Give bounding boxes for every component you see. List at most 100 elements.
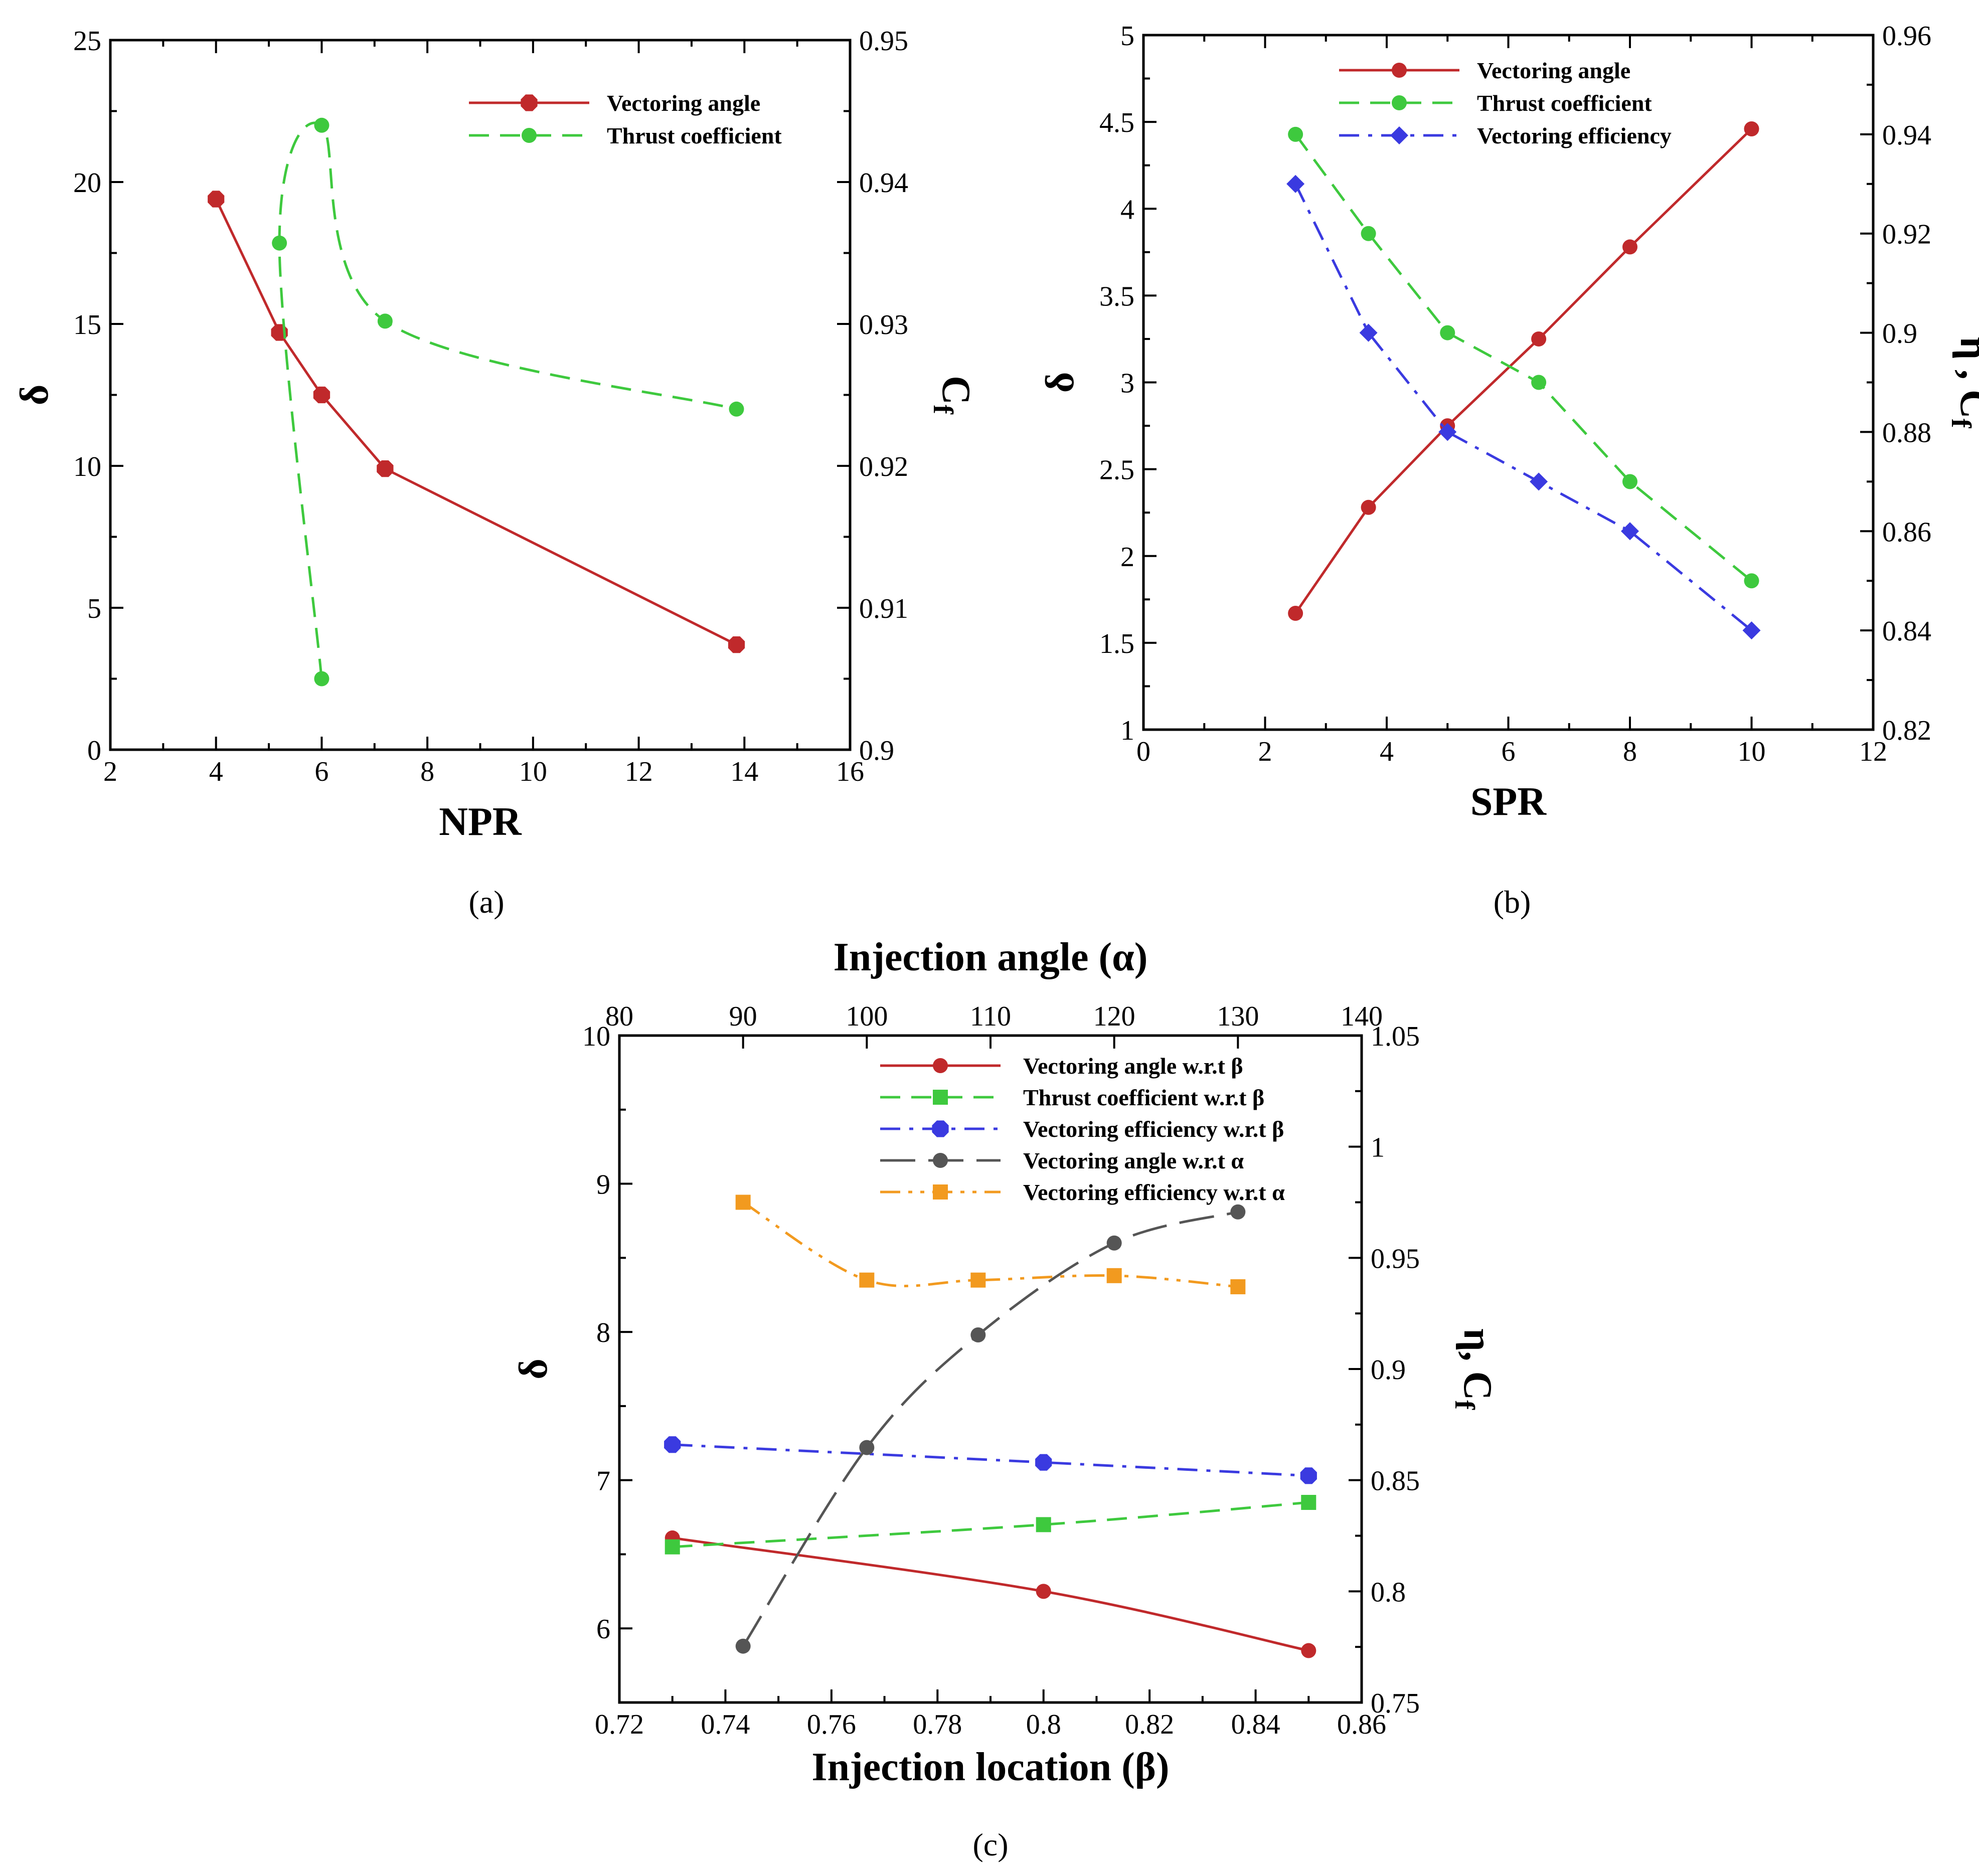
legend-label: Vectoring efficiency w.r.t β <box>1023 1116 1284 1142</box>
x2-axis-label: Injection angle (α) <box>834 935 1148 979</box>
y2-tick-label: 0.9 <box>859 735 894 766</box>
legend-marker <box>521 94 538 111</box>
y2-tick-label: 0.9 <box>1371 1354 1406 1386</box>
legend-label: Vectoring efficiency w.r.t α <box>1023 1179 1285 1205</box>
legend: Vectoring angle Thrust coefficient Vectori… <box>1339 58 1672 148</box>
series-line <box>672 1537 1309 1652</box>
series-line <box>672 1501 1309 1549</box>
legend-marker <box>1392 95 1407 110</box>
y2-tick-label: 0.91 <box>859 593 908 624</box>
data-point <box>314 117 329 133</box>
legend-label: Thrust coefficient <box>1477 90 1652 116</box>
data-point <box>1036 1517 1051 1532</box>
data-point <box>729 401 744 417</box>
data-point <box>735 1638 751 1654</box>
y-tick-label: 20 <box>73 167 101 199</box>
legend-label: Thrust coefficient <box>607 123 782 148</box>
series-line <box>1294 183 1753 632</box>
y2-tick-label: 0.8 <box>1371 1577 1406 1608</box>
data-point <box>1440 325 1455 340</box>
y-tick-label: 5 <box>87 593 101 624</box>
legend: Vectoring angle w.r.t β Thrust coefficien… <box>880 1053 1285 1205</box>
y2-tick-label: 0.95 <box>1371 1243 1420 1274</box>
legend-label: Vectoring efficiency <box>1477 123 1672 148</box>
data-point <box>314 671 329 687</box>
data-point <box>1530 472 1548 491</box>
data-point <box>377 460 394 477</box>
legend-marker <box>522 128 537 143</box>
y2-tick-label: 0.92 <box>1882 219 1931 250</box>
data-point <box>664 1436 681 1453</box>
data-point <box>1361 226 1376 241</box>
y2-tick-label: 1.05 <box>1371 1021 1420 1052</box>
data-point <box>728 636 745 653</box>
data-point <box>1742 621 1761 640</box>
plot-frame <box>109 39 852 751</box>
y2-axis-label-subscript: f <box>1945 419 1976 429</box>
legend-marker <box>933 1153 948 1168</box>
x-tick-label: 0.86 <box>1337 1709 1386 1740</box>
y-tick-label: 1.5 <box>1099 628 1134 659</box>
x-tick-label: 0.84 <box>1231 1709 1280 1740</box>
y-tick-label: 9 <box>596 1169 610 1201</box>
y-tick-label: 4 <box>1120 194 1134 225</box>
y-tick-label: 10 <box>73 451 101 482</box>
series-2 <box>665 1495 1316 1555</box>
series-3 <box>1286 175 1761 640</box>
x-tick-label: 8 <box>1623 736 1637 767</box>
panel-caption: (a) <box>468 884 504 920</box>
x-tick-label: 2 <box>103 756 117 787</box>
plot-frame <box>1142 34 1875 731</box>
y2-axis-label-subscript: f <box>927 405 958 415</box>
legend-label: Vectoring angle <box>607 90 760 116</box>
panel-a-npr-chart: 2 4 6 8 10 12 14 16 0 5 10 15 20 25 0.9 0.91 0.92 0.93 0.9… <box>13 26 978 920</box>
legend-marker <box>1390 126 1408 144</box>
data-point <box>1744 573 1759 589</box>
x-tick-label: 6 <box>314 756 328 787</box>
y-axis-label: δ <box>1038 372 1082 393</box>
plot-frame <box>618 1034 1363 1704</box>
data-point <box>970 1327 986 1343</box>
series-4 <box>735 1204 1246 1654</box>
x-tick-label: 0.78 <box>913 1709 962 1740</box>
y2-tick-label: 0.96 <box>1882 21 1931 52</box>
y-tick-label: 25 <box>73 26 101 57</box>
panel-caption: (c) <box>972 1827 1008 1862</box>
legend-marker <box>933 1184 948 1200</box>
legend-marker <box>933 1090 948 1105</box>
y-tick-label: 0 <box>87 735 101 766</box>
y-tick-label: 6 <box>596 1614 610 1645</box>
x-tick-label: 0.74 <box>701 1709 750 1740</box>
x-tick-label: 0.8 <box>1026 1709 1061 1740</box>
data-point <box>1744 121 1759 136</box>
data-point <box>1288 126 1303 142</box>
series-line <box>672 1443 1309 1477</box>
series-line <box>1294 128 1753 614</box>
y2-axis-label: η, Cf <box>1449 1328 1500 1410</box>
data-point <box>1230 1279 1246 1294</box>
data-point <box>313 386 331 404</box>
x2-tick-label: 90 <box>729 1001 757 1032</box>
y-tick-label: 2.5 <box>1099 455 1134 486</box>
data-point <box>1301 1643 1316 1658</box>
data-point <box>272 235 287 251</box>
y2-axis-label-main: η, C <box>1455 1328 1500 1400</box>
data-point <box>1622 239 1637 255</box>
data-point <box>377 313 393 329</box>
x-axis-label: SPR <box>1470 780 1547 824</box>
data-point <box>1106 1268 1122 1283</box>
data-point <box>1622 474 1637 489</box>
series-line <box>742 1211 1238 1647</box>
series-1 <box>208 191 745 653</box>
legend-label: Vectoring angle w.r.t α <box>1023 1148 1244 1173</box>
x2-tick-label: 100 <box>846 1001 888 1032</box>
y2-tick-label: 0.84 <box>1882 616 1931 647</box>
x-tick-label: 4 <box>1380 736 1394 767</box>
data-point <box>1036 1584 1051 1599</box>
y2-axis-label: Cf <box>927 376 978 415</box>
series-2 <box>272 117 744 687</box>
data-point <box>1286 175 1305 193</box>
x2-tick-label: 140 <box>1341 1001 1383 1032</box>
y-tick-label: 8 <box>596 1317 610 1348</box>
